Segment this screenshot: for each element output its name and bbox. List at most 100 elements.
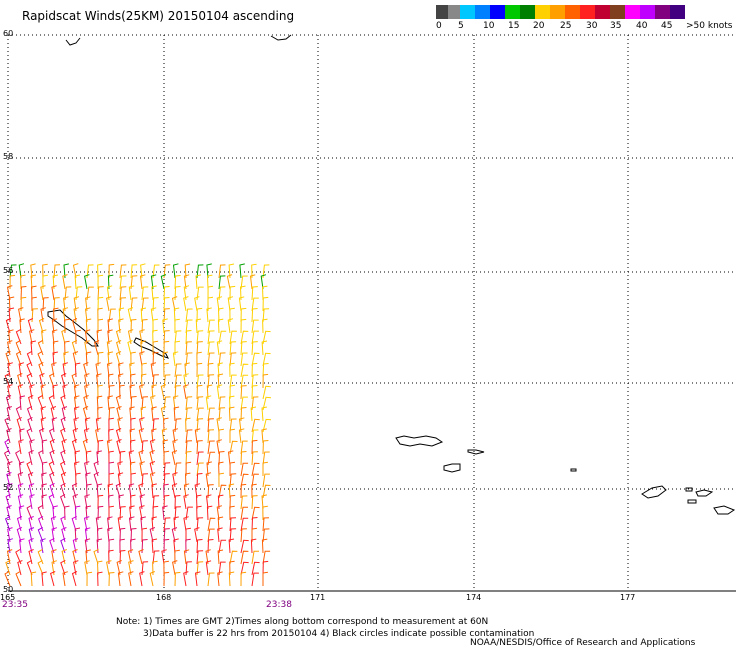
wind-barb [97,505,104,521]
wind-barb [106,285,113,301]
start-time: 23:35 [2,600,28,610]
wind-barb [240,363,249,378]
wind-barb [28,516,34,532]
wind-barb [196,264,204,279]
wind-barb [250,538,257,554]
wind-barb [218,275,226,290]
wind-barb [240,495,248,510]
wind-barb [240,550,249,565]
wind-barb [206,307,212,323]
wind-barb [40,285,46,301]
wind-barb [141,561,149,576]
wind-barb [106,340,113,356]
wind-barb [119,506,126,521]
island-attu [395,435,444,447]
wind-barb [207,341,215,356]
wind-barb [84,274,90,290]
wind-barb [85,505,91,521]
wind-barb [140,263,146,279]
wind-barb [9,274,16,290]
wind-barb [240,517,249,532]
wind-barb [26,372,33,389]
wind-barb [151,406,157,422]
wind-barb [53,264,61,279]
lat-label: 58 [3,152,14,161]
wind-barb [50,406,57,422]
wind-barb [72,351,79,367]
wind-barb [85,296,91,312]
wind-barb [262,528,270,543]
wind-barb [95,417,102,433]
wind-barb [116,439,122,455]
wind-barb [229,374,237,389]
wind-barb [18,307,24,323]
wind-barb [171,483,178,499]
wind-barb [251,527,258,542]
island-rat-1 [641,485,667,499]
wind-barb [83,428,90,444]
wind-barb [174,318,180,334]
wind-barb [174,506,181,521]
wind-barb [150,395,156,411]
wind-barb [82,439,89,455]
wind-barb [229,285,236,301]
wind-barb [41,439,48,455]
wind-barb [71,340,78,356]
wind-barb [72,549,78,565]
wind-barb [96,527,103,543]
wind-barb [229,494,236,510]
wind-barb [139,351,145,367]
wind-barb [84,417,91,433]
wind-barb [218,352,226,367]
wind-barb [63,351,69,367]
wind-barb [108,428,114,444]
wind-barb [30,263,36,279]
wind-barb [73,417,79,433]
wind-barb [216,384,223,400]
wind-barb [160,406,167,422]
wind-barb [173,406,180,422]
wind-barb [41,571,47,587]
wind-barb [174,286,181,301]
wind-barb [117,516,124,532]
wind-barb [7,362,13,378]
wind-barb [162,318,168,334]
wind-barb [171,450,178,466]
wind-barb [229,560,235,576]
wind-barb [163,473,170,488]
wind-barb [95,428,101,444]
wind-barb [151,538,158,554]
wind-barb [40,406,47,422]
wind-barb [174,495,181,510]
wind-barb [75,329,81,345]
wind-barb [207,319,215,334]
wind-barb [228,538,235,554]
wind-barb [173,307,180,323]
wind-barb [129,384,135,400]
wind-barb [239,285,246,301]
wind-barb [174,363,182,378]
wind-barb [5,318,12,334]
wind-barb [119,538,125,554]
wind-barb [108,572,115,587]
wind-barb [18,362,25,378]
wind-barb [117,417,123,433]
wind-barb [52,274,59,290]
wind-barb [128,483,135,499]
wind-barb [229,352,237,367]
wind-barb [15,570,22,587]
wind-barb [163,528,170,543]
wind-barb [115,351,122,367]
wind-barb [139,274,146,290]
wind-barb [40,538,46,554]
wind-barb [127,549,134,565]
wind-barb [262,363,269,378]
wind-barb [207,572,215,587]
lat-label: 52 [3,483,14,492]
coastlines [47,34,736,515]
wind-barb [60,427,66,444]
wind-barb [49,438,56,455]
wind-barb [184,263,191,279]
wind-barb [52,340,59,356]
scale-swatch [610,5,625,19]
